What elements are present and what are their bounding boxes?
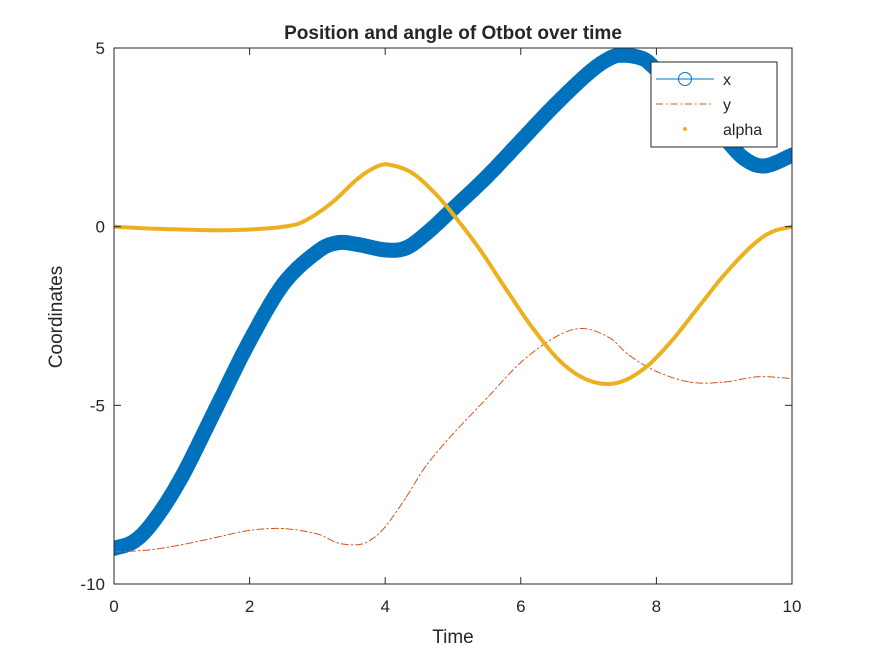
data-point-alpha: [613, 381, 618, 386]
data-point-x: [479, 169, 495, 185]
data-point-y: [689, 381, 691, 383]
data-point-x: [330, 235, 346, 251]
y-axis-label: Coordinates: [46, 266, 67, 368]
data-point-x: [276, 276, 291, 292]
data-point-y: [723, 381, 725, 383]
data-point-alpha: [179, 227, 184, 232]
data-point-x: [208, 401, 224, 417]
legend-marker-x: [678, 72, 692, 86]
x-tick-label: 0: [109, 597, 118, 616]
data-point-x: [635, 51, 651, 67]
data-point-x: [350, 237, 366, 253]
data-point-y: [249, 529, 251, 532]
data-point-alpha: [559, 360, 564, 365]
data-point-x: [757, 158, 773, 174]
data-point-alpha: [769, 230, 774, 235]
data-point-y: [147, 549, 149, 551]
data-point-alpha: [478, 247, 483, 252]
data-point-x: [547, 97, 563, 113]
x-tick-label: 8: [652, 597, 661, 616]
data-point-alpha: [695, 306, 700, 311]
x-tick-label: 10: [783, 597, 802, 616]
data-point-alpha: [213, 228, 218, 233]
data-point-alpha: [586, 378, 591, 383]
legend-label-x: x: [723, 72, 731, 89]
data-point-x: [513, 133, 529, 149]
data-point-alpha: [667, 340, 672, 345]
data-point-x: [784, 147, 792, 163]
data-point-y: [316, 533, 318, 535]
data-point-y: [181, 544, 183, 546]
chart-title: Position and angle of Otbot over time: [284, 23, 622, 44]
axes-box: [113, 47, 793, 585]
data-point-alpha: [145, 226, 150, 231]
series-points-alpha: [114, 163, 792, 386]
data-point-x: [581, 65, 597, 81]
data-point-x: [174, 469, 190, 485]
data-point-x: [309, 244, 325, 260]
data-point-y: [337, 542, 339, 544]
data-point-x: [147, 512, 163, 528]
legend: xy alpha: [650, 61, 778, 148]
legend-label-y: y: [723, 97, 731, 114]
data-point-y: [282, 528, 285, 530]
data-point-x: [737, 151, 753, 167]
data-point-x: [242, 333, 258, 349]
data-point-alpha: [640, 367, 645, 372]
data-point-alpha: [430, 188, 435, 193]
data-point-alpha: [356, 176, 361, 181]
data-point-alpha: [281, 224, 286, 229]
data-point-alpha: [328, 201, 333, 206]
data-point-x: [601, 51, 617, 67]
y-tick-label: 5: [96, 39, 105, 58]
data-point-alpha: [376, 163, 381, 168]
data-point-y: [404, 497, 407, 499]
data-point-x: [126, 533, 142, 549]
y-tick-label: -5: [90, 396, 105, 415]
data-point-alpha: [301, 219, 306, 224]
data-point-x: [377, 242, 393, 258]
x-axis-label: Time: [432, 627, 474, 648]
data-point-y: [655, 370, 658, 372]
legend-label-alpha: alpha: [723, 122, 762, 139]
data-point-y: [520, 361, 522, 364]
data-point-y: [215, 536, 217, 539]
data-point-y: [425, 465, 427, 467]
data-point-y: [452, 433, 454, 435]
data-point-alpha: [722, 272, 727, 277]
data-point-y: [608, 336, 610, 339]
y-tick-label: 0: [96, 218, 105, 237]
data-point-alpha: [532, 328, 537, 333]
data-point-y: [486, 397, 488, 399]
data-point-y: [554, 336, 556, 339]
data-point-alpha: [410, 171, 415, 176]
data-point-y: [384, 526, 386, 528]
data-point-alpha: [749, 244, 754, 249]
legend-marker-alpha: [683, 127, 687, 131]
data-point-x: [418, 226, 434, 242]
x-tick-label: 4: [380, 597, 389, 616]
data-point-alpha: [505, 288, 510, 293]
axes: 0 2 4 6 8 10 -10 -5 0 5: [80, 39, 801, 616]
data-point-y: [371, 538, 373, 540]
data-point-y: [628, 354, 630, 356]
data-point-y: [357, 544, 359, 546]
y-tick-label: -10: [80, 575, 105, 594]
data-point-alpha: [389, 163, 394, 168]
data-point-alpha: [451, 212, 455, 217]
data-point-y: [757, 376, 759, 378]
data-point-x: [615, 48, 630, 63]
data-point-alpha: [247, 227, 252, 232]
data-point-x: [398, 240, 414, 256]
x-tick-label: 2: [245, 597, 254, 616]
x-tick-label: 6: [516, 597, 525, 616]
data-point-y: [581, 327, 583, 330]
